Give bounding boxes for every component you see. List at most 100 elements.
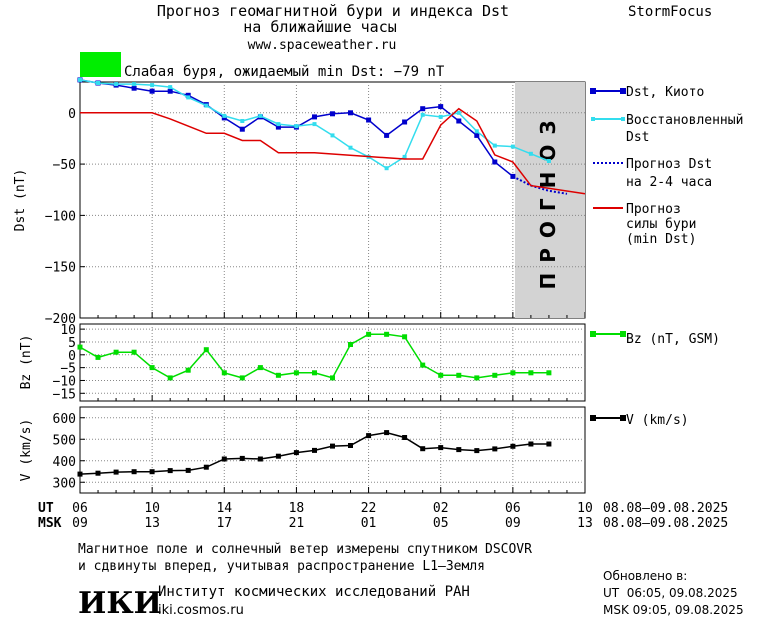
updated-label: Обновлено в: — [603, 569, 687, 583]
institute-name: Институт космических исследований РАН — [158, 584, 470, 600]
ut-tick-label: 22 — [361, 501, 377, 516]
bz-data-point — [221, 370, 227, 376]
dst-data-point — [204, 103, 209, 108]
bz-data-point — [366, 331, 372, 337]
v-data-point — [420, 446, 426, 452]
dst-y-tick-label: −50 — [53, 158, 76, 173]
msk-tick-label: 13 — [144, 516, 160, 531]
bz-axis-label: Bz (nT) — [19, 335, 34, 390]
v-data-point — [510, 443, 516, 449]
v-data-point — [221, 456, 227, 462]
v-data-point — [131, 469, 137, 475]
ut-tick-label: 10 — [577, 501, 593, 516]
v-data-point — [312, 447, 317, 453]
bz-y-tick-label: 0 — [68, 349, 76, 364]
v-y-tick-label: 500 — [53, 433, 76, 448]
bz-data-point — [149, 365, 155, 371]
updated-ut: UT 06:05, 09.08.2025 — [603, 586, 738, 600]
dst-y-tick-label: −200 — [45, 312, 76, 327]
dst-data-point — [167, 88, 173, 94]
bz-data-point — [167, 375, 173, 381]
dst-data-point — [510, 144, 515, 149]
v-y-tick-label: 400 — [53, 455, 76, 470]
v-layer: 600 500 400 300 — [53, 407, 586, 493]
msk-tick-label: 09 — [72, 516, 88, 531]
dst-data-point — [258, 113, 263, 118]
v-plot-frame — [79, 406, 586, 494]
bz-data-point — [312, 370, 317, 376]
v-data-point — [528, 441, 534, 447]
msk-tick-label: 09 — [505, 516, 521, 531]
updated-msk: MSK 09:05, 09.08.2025 — [603, 603, 744, 617]
dst-data-point — [96, 81, 100, 85]
v-data-point — [185, 467, 191, 473]
msk-tick-label: 01 — [361, 516, 377, 531]
footer-line1: Магнитное поле и солнечный ветер измерен… — [78, 542, 532, 557]
bz-data-point — [77, 344, 83, 350]
dst-data-point — [402, 154, 407, 159]
dst-data-point — [474, 132, 480, 138]
v-data-point — [348, 443, 353, 448]
legend-v-label: V (km/s) — [626, 413, 689, 428]
bz-y-tick-label: 10 — [60, 323, 76, 338]
v-axis-label: V (km/s) — [19, 419, 34, 482]
title-line1: Прогноз геомагнитной бури и индекса Dst — [157, 2, 509, 20]
bz-data-point — [95, 354, 101, 360]
dst-data-point — [132, 82, 137, 87]
v-data-point — [492, 446, 498, 452]
v-data-point — [239, 455, 245, 461]
dst-y-tick-label: −150 — [45, 261, 76, 276]
bz-data-point — [275, 372, 281, 378]
ut-date-range: 08.08–09.08.2025 — [603, 501, 728, 516]
bz-data-point — [402, 334, 408, 340]
v-data-point — [366, 433, 372, 439]
status-swatch — [80, 52, 121, 77]
bz-data-point — [474, 375, 480, 381]
dst-data-point — [186, 95, 191, 100]
bz-data-point — [456, 372, 462, 378]
dst-axis-label: Dst (nT) — [13, 169, 28, 232]
dst-data-point — [294, 124, 299, 129]
dst-data-point — [384, 132, 390, 138]
dst-y-tick-label: 0 — [68, 107, 76, 122]
dst-data-point — [131, 85, 137, 91]
dst-data-point — [222, 113, 227, 118]
v-data-point — [113, 469, 119, 475]
v-data-point — [384, 430, 390, 436]
title-line2: на ближайшие часы — [243, 18, 397, 36]
msk-tick-label: 17 — [216, 516, 232, 531]
legend-v: V (km/s) — [590, 413, 689, 428]
dst-data-point — [185, 92, 191, 98]
v-data-point — [293, 450, 299, 456]
legend-storm-forecast: Прогноз силы бури (min Dst) — [593, 202, 696, 247]
bz-data-point — [438, 372, 444, 378]
bz-data-point — [510, 370, 516, 376]
ut-tick-label: 02 — [433, 501, 449, 516]
bz-data-point — [239, 375, 245, 381]
bz-data-point — [203, 347, 209, 353]
dst-data-point — [420, 112, 425, 117]
bz-data-point — [113, 349, 119, 355]
msk-tick-label: 13 — [577, 516, 593, 531]
msk-tick-label: 21 — [289, 516, 305, 531]
bz-data-point — [528, 370, 534, 376]
legend-restored-label-1: Восстановленный — [626, 113, 743, 128]
ut-tick-label: 10 — [144, 501, 160, 516]
bz-data-point — [384, 331, 390, 337]
dst-data-point — [366, 117, 372, 123]
bz-y-tick-label: −15 — [53, 387, 76, 402]
dst-data-point — [474, 129, 479, 134]
status-text: Слабая буря, ожидаемый min Dst: −79 nT — [124, 64, 445, 80]
dst-data-point — [78, 77, 82, 82]
v-data-point — [546, 441, 552, 447]
ut-axis-label: UT — [38, 501, 54, 516]
dst-data-point — [149, 88, 155, 94]
v-data-point — [438, 445, 444, 451]
institute-site: iki.cosmos.ru — [158, 603, 244, 618]
legend-storm-label-1: Прогноз — [626, 202, 681, 217]
dst-data-point — [348, 145, 353, 150]
bz-data-point — [131, 349, 137, 355]
dst-plot-frame — [79, 81, 586, 319]
